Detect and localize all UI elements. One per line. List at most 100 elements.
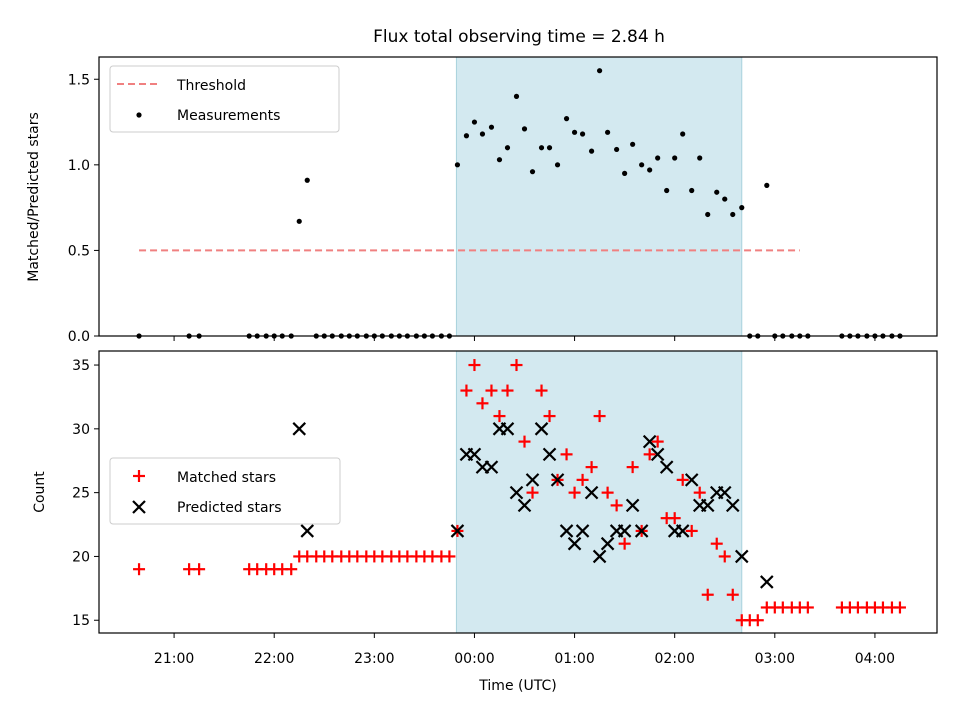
- measurement-point: [546, 145, 553, 151]
- predicted-star-stroke-b: [567, 536, 582, 551]
- predicted-star-marker: [760, 575, 774, 589]
- top-ylabel: Matched/Predicted stars: [26, 112, 42, 282]
- measurement-point: [622, 170, 628, 176]
- measurement-point: [596, 68, 603, 74]
- predicted-star-marker: [525, 473, 540, 487]
- predicted-legend-swatch: [132, 500, 146, 514]
- matched-star-marker: [485, 384, 498, 397]
- matched-star-marker: [751, 614, 764, 627]
- matched-star-marker: [518, 435, 531, 448]
- measurement-point: [488, 124, 495, 130]
- measurement-point: [655, 155, 661, 161]
- matched-star-marker: [685, 524, 698, 537]
- predicted-star-marker: [542, 447, 557, 462]
- bottom-xtick-label: 23:00: [354, 651, 394, 667]
- matched-star-marker: [535, 384, 548, 397]
- bottom-legend-box: [109, 457, 341, 525]
- predicted-star-marker: [650, 447, 665, 462]
- top-axes-frame: [98, 56, 938, 337]
- measurement-point: [680, 131, 686, 137]
- matched-star-marker: [643, 448, 656, 461]
- measurement-point: [614, 146, 620, 153]
- matched-star-marker: [510, 359, 523, 372]
- bottom-axes-ticks: 15 20 25 30 35 21:00 22:00 23:00 00:00 01:00 02:00…: [72, 358, 895, 667]
- bottom-xtick-label: 04:00: [855, 651, 895, 667]
- predicted-star-marker: [734, 549, 749, 564]
- predicted-star-stroke-b: [675, 524, 690, 538]
- measurement-point: [554, 162, 561, 168]
- matched-legend-swatch: [133, 470, 145, 482]
- top-axes: 0.0 0.5 1.0 1.5 Matched/Predicted stars Thr…: [26, 56, 938, 345]
- measurement-point: [513, 93, 520, 99]
- predicted-star-points: [292, 422, 774, 589]
- predicted-star-marker: [592, 549, 607, 564]
- bottom-xtick-label: 01:00: [554, 651, 594, 667]
- matched-star-marker: [893, 601, 906, 614]
- top-legend-box: [109, 65, 340, 133]
- predicted-star-marker: [675, 524, 690, 538]
- top-ytick-label: 1.0: [68, 158, 90, 174]
- measurements-legend-swatch: [136, 112, 142, 118]
- predicted-star-stroke-b: [467, 447, 482, 462]
- measurement-point: [463, 133, 470, 139]
- bottom-ylabel: Count: [32, 471, 48, 513]
- predicted-star-stroke-b: [509, 485, 524, 500]
- matched-star-marker: [526, 486, 539, 499]
- measurement-point: [672, 155, 678, 161]
- top-legend: Threshold Measurements: [109, 65, 340, 133]
- matched-star-marker: [285, 563, 298, 576]
- predicted-star-marker: [500, 422, 515, 436]
- predicted-star-stroke-b: [542, 447, 557, 462]
- top-ytick-label: 0.0: [68, 329, 90, 345]
- predicted-star-stroke-b: [650, 447, 665, 462]
- predicted-star-marker: [725, 498, 740, 513]
- measurement-point: [504, 145, 511, 151]
- predicted-star-marker: [642, 434, 657, 449]
- matched-star-marker: [476, 397, 489, 410]
- measurement-point: [521, 126, 528, 132]
- predicted-star-stroke-b: [717, 485, 732, 500]
- predicted-star-stroke-b: [500, 422, 515, 436]
- matched-star-marker: [133, 563, 146, 576]
- predicted-legend-label: Predicted stars: [177, 500, 282, 516]
- predicted-star-stroke-b: [617, 524, 632, 538]
- top-axes-ticks: 0.0 0.5 1.0 1.5: [68, 72, 876, 345]
- predicted-star-marker: [484, 460, 499, 474]
- matched-star-marker: [718, 550, 731, 563]
- measurement-point: [705, 211, 711, 218]
- measurement-point: [296, 218, 302, 224]
- predicted-star-stroke-b: [634, 524, 649, 538]
- measurement-point: [647, 167, 653, 173]
- measurement-point: [630, 141, 636, 147]
- predicted-star-stroke-b: [592, 549, 607, 564]
- measurement-point: [588, 148, 595, 154]
- matched-star-marker: [801, 601, 814, 614]
- matched-star-marker: [676, 473, 689, 486]
- matched-star-marker: [443, 550, 456, 563]
- bottom-ytick-label: 15: [72, 613, 90, 629]
- predicted-star-marker: [550, 473, 565, 487]
- top-ytick-label: 0.5: [68, 243, 90, 259]
- measurement-point: [304, 177, 310, 183]
- matched-star-marker: [576, 473, 589, 486]
- bottom-xtick-label: 21:00: [154, 651, 194, 667]
- matched-star-marker: [668, 512, 681, 525]
- predicted-star-marker: [575, 524, 590, 538]
- predicted-star-stroke-b: [584, 485, 599, 500]
- observing-span-top: [455, 56, 743, 337]
- bottom-axes-frame: [98, 350, 938, 634]
- predicted-star-stroke-b: [300, 524, 315, 538]
- predicted-star-marker: [634, 524, 649, 538]
- matched-star-marker: [601, 486, 614, 499]
- measurement-point: [454, 162, 461, 168]
- measurements-legend-label: Measurements: [177, 108, 280, 124]
- measurement-points: [136, 68, 903, 339]
- threshold-legend-label: Threshold: [176, 78, 246, 94]
- predicted-star-stroke-b: [517, 498, 532, 513]
- matched-star-marker: [183, 563, 196, 576]
- predicted-star-stroke-b: [559, 524, 574, 538]
- predicted-star-stroke-b: [734, 549, 749, 564]
- predicted-star-marker: [300, 524, 315, 538]
- measurement-point: [730, 211, 736, 218]
